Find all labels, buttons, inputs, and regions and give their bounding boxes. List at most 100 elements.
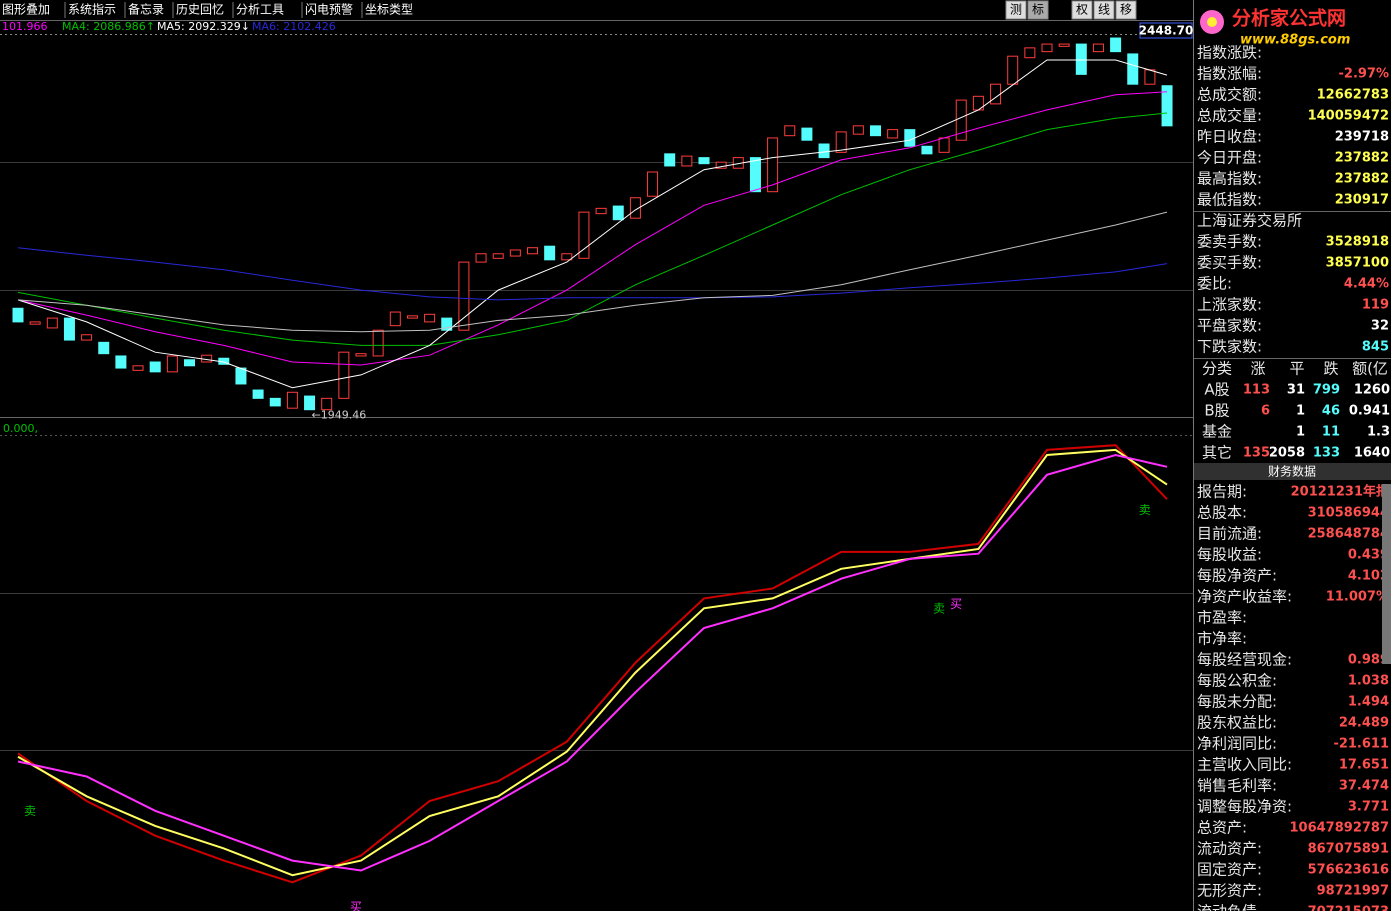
menu-item[interactable]: 分析工具 (236, 3, 284, 17)
table-cell: 799 (1313, 383, 1340, 398)
toolbar (0, 0, 1193, 20)
table-cell: 0.941 (1349, 404, 1390, 419)
field-value: 1.038 (1348, 674, 1389, 689)
legend-entry: MA5: 2092.329↓ (157, 20, 250, 33)
tool-button[interactable] (1005, 0, 1027, 20)
moving-average (17, 59, 1168, 389)
field-label: 下跌家数: (1197, 338, 1262, 356)
field-label: 每股经营现金: (1197, 651, 1292, 669)
table-cell: 2058 (1269, 446, 1305, 461)
candle (681, 155, 693, 167)
candle (1007, 55, 1019, 85)
table-header: 平 (1289, 360, 1304, 378)
candle (286, 391, 298, 409)
candle (1161, 85, 1173, 127)
menu-item[interactable]: 系统指示 (68, 2, 116, 17)
field-label: 总资产: (1197, 819, 1247, 837)
field-label: 最高指数: (1197, 170, 1262, 188)
tool-button[interactable] (1027, 0, 1049, 20)
field-label: 销售毛利率: (1197, 777, 1277, 795)
table-header: 额(亿 (1352, 360, 1388, 378)
candle (1041, 43, 1053, 53)
menu-item[interactable]: 图形叠加 (2, 3, 50, 17)
moving-average (17, 247, 1168, 301)
field-value: 258648784 (1308, 527, 1389, 542)
candle (63, 317, 75, 341)
field-label: 委比: (1197, 275, 1232, 293)
candle (818, 143, 830, 159)
table-cell: 1260 (1354, 383, 1390, 398)
field-label: 平盘家数: (1197, 317, 1262, 335)
candle (767, 137, 779, 193)
menu-item[interactable]: 闪电预警 (305, 2, 353, 17)
candle (235, 367, 247, 385)
table-cell: 113 (1243, 383, 1270, 398)
indicator-line (17, 448, 1168, 877)
price-box (1139, 22, 1193, 39)
menu-item[interactable]: 备忘录 (128, 2, 164, 17)
table-cell: 11 (1322, 425, 1340, 440)
field-value: 17.651 (1339, 758, 1389, 773)
field-value: 119 (1362, 298, 1389, 313)
candle (304, 395, 316, 411)
signal: 买 (950, 597, 962, 611)
field-value: 3.771 (1348, 800, 1389, 815)
field-label: 净利润同比: (1197, 735, 1277, 753)
tool-button[interactable] (1093, 0, 1115, 20)
candle (372, 329, 384, 357)
field-label: 总股本: (1197, 504, 1247, 522)
row-label: B股 (1204, 402, 1229, 420)
last-price: 2448.70 (1139, 24, 1194, 38)
field-label: 目前流通: (1197, 525, 1262, 543)
field-value: 4.102 (1348, 569, 1389, 584)
moving-average (17, 112, 1168, 346)
field-value: 12662783 (1317, 88, 1389, 103)
legend-entry: MA6: 2102.426 (252, 20, 336, 33)
candle (475, 253, 487, 263)
tool-button[interactable] (1115, 0, 1137, 20)
candle (887, 129, 899, 139)
candle (1127, 53, 1139, 85)
candle (81, 334, 93, 341)
tool-button-label: 权 (1076, 3, 1088, 17)
field-value: -21.611 (1333, 737, 1389, 752)
table-cell: 135 (1243, 446, 1270, 461)
signal: 卖 (24, 804, 36, 818)
candle (527, 247, 538, 255)
logo-area (1194, 0, 1391, 48)
field-label: 每股未分配: (1197, 693, 1277, 711)
candle (544, 245, 556, 261)
field-value: 98721997 (1317, 884, 1389, 899)
candle (132, 365, 144, 371)
candle (12, 307, 24, 323)
field-value: 24.489 (1339, 716, 1389, 731)
moving-average (17, 211, 1168, 333)
tool-button[interactable] (1071, 0, 1093, 20)
menu-item[interactable]: 坐标类型 (365, 3, 413, 17)
field-label: 市盈率: (1197, 609, 1247, 627)
field-label: 调整每股净资: (1197, 798, 1292, 816)
field-label: 委买手数: (1197, 254, 1262, 272)
logo-title: 分析家公式网 (1232, 7, 1346, 30)
candle (852, 125, 864, 135)
section-title: 财务数据 (1268, 464, 1316, 479)
field-value: 1.494 (1348, 695, 1389, 710)
field-value: 237882 (1335, 172, 1389, 187)
field-label: 股东权益比: (1197, 714, 1277, 732)
candle (629, 197, 641, 219)
logo-url: www.88gs.com (1240, 33, 1350, 48)
candle (115, 355, 127, 369)
exchange-name: 上海证券交易所 (1197, 212, 1302, 230)
menu-item[interactable]: 历史回忆 (176, 3, 224, 17)
tool-button-label: 移 (1120, 3, 1132, 17)
moving-average (17, 91, 1168, 366)
tool-button-label: 测 (1010, 3, 1022, 17)
field-value: 32 (1371, 319, 1389, 334)
field-value: 140059472 (1308, 109, 1389, 124)
table-cell: 31 (1287, 383, 1305, 398)
field-value: 20121231年报 (1291, 484, 1390, 500)
scrollbar[interactable] (1382, 484, 1391, 664)
candle (492, 253, 504, 259)
